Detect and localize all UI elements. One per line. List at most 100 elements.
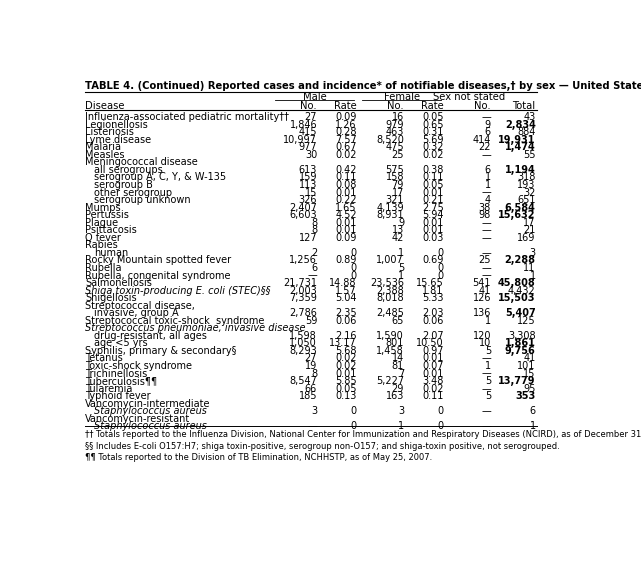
Text: Female: Female [384, 92, 420, 102]
Text: Measles: Measles [85, 150, 124, 160]
Text: 5.04: 5.04 [335, 293, 357, 303]
Text: 2,485: 2,485 [376, 308, 404, 318]
Text: 0.06: 0.06 [422, 316, 444, 326]
Text: 17: 17 [523, 217, 536, 228]
Text: —: — [481, 422, 491, 431]
Text: 27: 27 [304, 112, 317, 122]
Text: 0.22: 0.22 [335, 195, 357, 205]
Text: 0: 0 [351, 406, 357, 416]
Text: —: — [481, 225, 491, 236]
Text: 0: 0 [351, 248, 357, 258]
Text: 1,598: 1,598 [289, 331, 317, 341]
Text: 2.07: 2.07 [422, 331, 444, 341]
Text: Vancomycin-resistant: Vancomycin-resistant [85, 414, 190, 424]
Text: Listeriosis: Listeriosis [85, 127, 134, 137]
Text: —: — [481, 368, 491, 378]
Text: 0.03: 0.03 [422, 233, 444, 243]
Text: 6: 6 [529, 406, 536, 416]
Text: 22: 22 [478, 142, 491, 152]
Text: 45,808: 45,808 [498, 278, 536, 288]
Text: 8,293: 8,293 [289, 346, 317, 356]
Text: Tetanus: Tetanus [85, 353, 123, 363]
Text: drug-resistant, all ages: drug-resistant, all ages [94, 331, 207, 341]
Text: 7,359: 7,359 [289, 293, 317, 303]
Text: Total: Total [513, 101, 536, 111]
Text: Rubella: Rubella [85, 263, 122, 273]
Text: 0.38: 0.38 [422, 165, 444, 175]
Text: 0: 0 [438, 406, 444, 416]
Text: human: human [94, 248, 128, 258]
Text: Syphilis, primary & secondary§: Syphilis, primary & secondary§ [85, 346, 237, 356]
Text: 41: 41 [479, 286, 491, 296]
Text: Shiga toxin-producing E. coli (STEC)§§: Shiga toxin-producing E. coli (STEC)§§ [85, 286, 271, 296]
Text: 8,931: 8,931 [376, 210, 404, 220]
Text: 98: 98 [479, 210, 491, 220]
Text: 32: 32 [523, 188, 536, 198]
Text: 0.65: 0.65 [422, 120, 444, 129]
Text: 21: 21 [523, 225, 536, 236]
Text: 1,474: 1,474 [505, 142, 536, 152]
Text: 13.17: 13.17 [329, 338, 357, 349]
Text: 15,632: 15,632 [498, 210, 536, 220]
Text: 27: 27 [304, 353, 317, 363]
Text: 59: 59 [304, 316, 317, 326]
Text: 9: 9 [398, 217, 404, 228]
Text: 353: 353 [515, 391, 536, 401]
Text: 541: 541 [472, 278, 491, 288]
Text: 2: 2 [311, 248, 317, 258]
Text: —: — [481, 150, 491, 160]
Text: 1,458: 1,458 [376, 346, 404, 356]
Text: 25: 25 [478, 255, 491, 265]
Text: Q fever: Q fever [85, 233, 121, 243]
Text: Streptococcal toxic-shock  syndrome: Streptococcal toxic-shock syndrome [85, 316, 265, 326]
Text: 321: 321 [385, 195, 404, 205]
Text: 0.28: 0.28 [335, 127, 357, 137]
Text: Sex not stated: Sex not stated [433, 92, 505, 102]
Text: 1,050: 1,050 [289, 338, 317, 349]
Text: 1: 1 [485, 361, 491, 371]
Text: 159: 159 [299, 173, 317, 182]
Text: 5.85: 5.85 [335, 376, 357, 386]
Text: 5: 5 [398, 263, 404, 273]
Text: 8: 8 [311, 217, 317, 228]
Text: 801: 801 [386, 338, 404, 349]
Text: Streptococcus pneumoniae, invasive disease: Streptococcus pneumoniae, invasive disea… [85, 324, 306, 333]
Text: 1: 1 [485, 173, 491, 182]
Text: Salmonellosis: Salmonellosis [85, 278, 152, 288]
Text: Rate: Rate [421, 101, 444, 111]
Text: —: — [307, 422, 317, 431]
Text: 0.05: 0.05 [422, 112, 444, 122]
Text: serogroup A, C, Y, & W-135: serogroup A, C, Y, & W-135 [94, 173, 226, 182]
Text: 101: 101 [517, 361, 536, 371]
Text: 613: 613 [299, 165, 317, 175]
Text: 15: 15 [304, 188, 317, 198]
Text: 95: 95 [523, 384, 536, 394]
Text: 318: 318 [517, 173, 536, 182]
Text: Lyme disease: Lyme disease [85, 135, 151, 145]
Text: 1,007: 1,007 [376, 255, 404, 265]
Text: †† Totals reported to the Influenza Division, National Center for Immunization a: †† Totals reported to the Influenza Divi… [85, 430, 641, 439]
Text: 8: 8 [311, 368, 317, 378]
Text: 8,547: 8,547 [289, 376, 317, 386]
Text: 977: 977 [299, 142, 317, 152]
Text: 185: 185 [299, 391, 317, 401]
Text: Pertussis: Pertussis [85, 210, 129, 220]
Text: 10: 10 [479, 338, 491, 349]
Text: 8,520: 8,520 [376, 135, 404, 145]
Text: 2,407: 2,407 [289, 203, 317, 213]
Text: 10,997: 10,997 [283, 135, 317, 145]
Text: 55: 55 [523, 150, 536, 160]
Text: 81: 81 [392, 361, 404, 371]
Text: 414: 414 [472, 135, 491, 145]
Text: Typhoid fever: Typhoid fever [85, 391, 151, 401]
Text: 10.50: 10.50 [416, 338, 444, 349]
Text: 0.21: 0.21 [422, 195, 444, 205]
Text: 43: 43 [524, 112, 536, 122]
Text: 193: 193 [517, 180, 536, 190]
Text: Mumps: Mumps [85, 203, 121, 213]
Text: 25: 25 [392, 150, 404, 160]
Text: 0: 0 [351, 263, 357, 273]
Text: 0.13: 0.13 [335, 391, 357, 401]
Text: 79: 79 [392, 180, 404, 190]
Text: 575: 575 [385, 165, 404, 175]
